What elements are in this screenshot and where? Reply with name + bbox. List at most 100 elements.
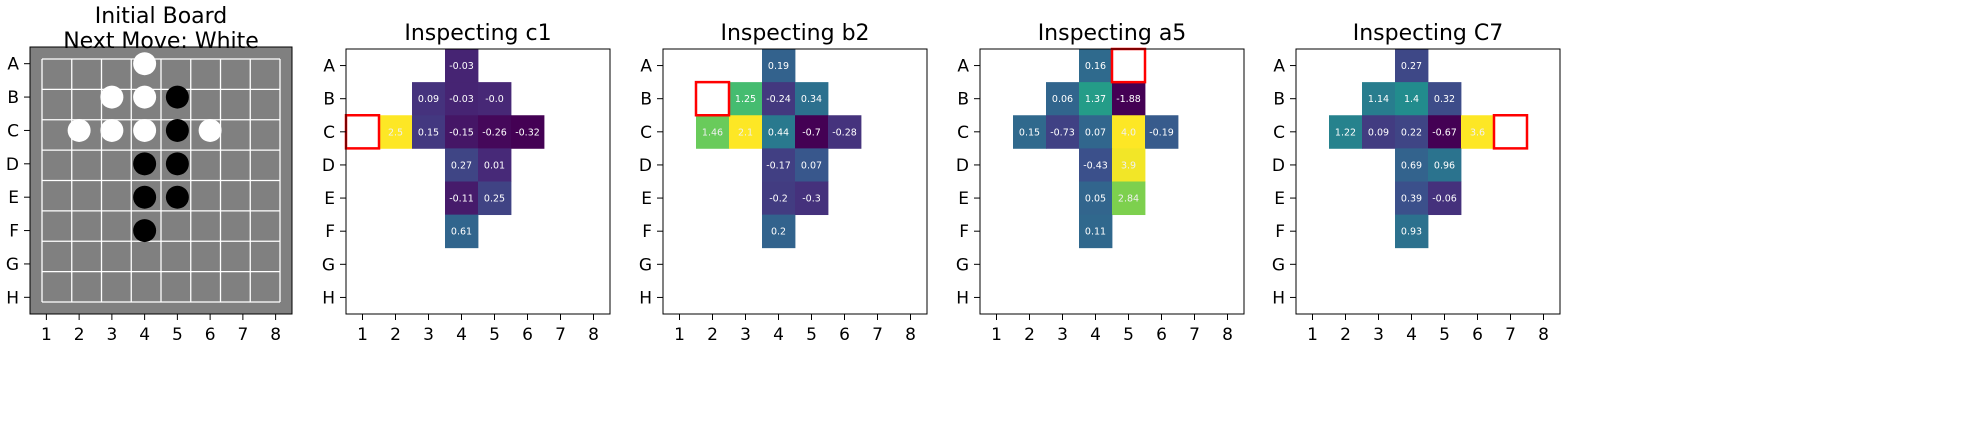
cell-value-label: 0.27 — [1401, 61, 1422, 72]
panel-frame — [662, 48, 928, 315]
cell-value-label: 0.05 — [1085, 194, 1106, 205]
x-tick-label: 1 — [357, 325, 368, 345]
heatmap-cell — [445, 181, 479, 216]
cell-value-label: 0.44 — [768, 127, 789, 138]
heatmap-cell — [412, 82, 446, 116]
heatmap-cell — [1395, 115, 1429, 149]
heatmap-cell — [1013, 115, 1047, 149]
cell-value-label: 0.15 — [1019, 127, 1040, 138]
black-piece — [165, 85, 189, 109]
cell-value-label: -0.11 — [449, 194, 474, 205]
y-tick-label: B — [957, 90, 969, 110]
y-tick-label: A — [1273, 57, 1285, 77]
cell-value-label: 0.07 — [801, 160, 822, 171]
heatmap-cell — [795, 82, 829, 116]
heatmap-cell — [445, 115, 479, 149]
cell-value-label: -0.67 — [1432, 127, 1457, 138]
y-tick-label: B — [1273, 90, 1285, 110]
heatmap-cell — [478, 82, 512, 116]
y-tick-label: B — [323, 90, 335, 110]
heatmap-cell — [828, 115, 862, 149]
cell-value-label: -0.28 — [832, 127, 857, 138]
heatmap-cell — [1395, 214, 1429, 249]
x-tick-label: 7 — [872, 325, 883, 345]
cell-value-label: -0.03 — [449, 61, 474, 72]
panel-5: 0.27 1.14 1.4 0.32 1.22 0.09 0.22 -0.67 3.6 0.69 0… — [1272, 21, 1561, 345]
cell-value-label: -0.17 — [766, 160, 791, 171]
black-piece — [133, 219, 157, 243]
cell-value-label: 2.1 — [738, 127, 753, 138]
heatmap-cell — [1079, 115, 1113, 149]
cell-value-label: -0.06 — [1432, 194, 1457, 205]
heatmap-cell — [1428, 82, 1462, 116]
y-tick-label: D — [639, 156, 652, 176]
cell-value-label: 0.19 — [768, 61, 789, 72]
heatmap-cell — [1395, 82, 1429, 116]
x-tick-label: 4 — [773, 325, 784, 345]
cell-value-label: 0.25 — [484, 194, 505, 205]
cell-value-label: 2.84 — [1118, 194, 1139, 205]
x-tick-label: 2 — [390, 325, 401, 345]
cell-value-label: 0.22 — [1401, 127, 1422, 138]
panel-title: Inspecting b2 — [720, 21, 869, 46]
panel-title: Inspecting c1 — [404, 21, 551, 46]
x-tick-label: 7 — [237, 325, 248, 345]
heatmap-cell — [762, 82, 796, 116]
cell-value-label: 0.15 — [418, 127, 439, 138]
panel-frame — [345, 48, 611, 315]
cell-value-label: 0.32 — [1434, 94, 1455, 105]
y-tick-label: H — [956, 288, 969, 308]
inspected-square-marker — [1110, 47, 1147, 84]
heatmap-cell — [1112, 115, 1146, 149]
x-tick-label: 3 — [1373, 325, 1384, 345]
heatmap-cell — [1079, 214, 1113, 249]
heatmap-cell — [1461, 115, 1495, 149]
y-tick-label: D — [1272, 156, 1285, 176]
cell-value-label: 0.2 — [771, 227, 786, 238]
heatmap-cell — [762, 214, 796, 249]
cell-value-label: 0.01 — [484, 160, 505, 171]
cell-value-label: 1.37 — [1085, 94, 1106, 105]
inspected-square-marker — [344, 114, 381, 150]
heatmap-cell — [445, 214, 479, 249]
cell-value-label: -0.7 — [802, 127, 821, 138]
heatmap-cell — [1046, 82, 1080, 116]
x-tick-label: 3 — [740, 325, 751, 345]
heatmap-cell — [511, 115, 545, 149]
y-tick-label: F — [959, 222, 969, 242]
y-tick-label: G — [956, 255, 969, 275]
cell-value-label: -0.73 — [1050, 127, 1075, 138]
y-tick-label: H — [6, 288, 19, 308]
panel-frame — [29, 46, 293, 315]
y-tick-label: A — [7, 55, 19, 75]
x-tick-label: 5 — [172, 325, 183, 345]
y-tick-label: F — [1275, 222, 1285, 242]
x-tick-label: 2 — [1340, 325, 1351, 345]
cell-value-label: 4.0 — [1121, 127, 1136, 138]
x-tick-label: 8 — [588, 325, 599, 345]
white-piece — [100, 85, 124, 109]
y-tick-label: D — [6, 155, 19, 175]
y-tick-label: F — [642, 222, 652, 242]
heatmap-cell — [1395, 181, 1429, 216]
heatmap-cell — [1046, 115, 1080, 149]
white-piece — [133, 85, 157, 109]
cell-value-label: 0.96 — [1434, 160, 1455, 171]
cell-value-label: 1.22 — [1335, 127, 1356, 138]
heatmap-cell — [1362, 115, 1396, 149]
cell-value-label: 0.06 — [1052, 94, 1073, 105]
x-tick-label: 3 — [423, 325, 434, 345]
x-tick-label: 7 — [555, 325, 566, 345]
y-tick-label: G — [6, 255, 19, 275]
cell-value-label: -0.15 — [449, 127, 474, 138]
cell-value-label: -1.88 — [1116, 94, 1141, 105]
heatmap-cell — [729, 115, 763, 149]
black-piece — [165, 185, 189, 209]
cell-value-label: 0.07 — [1085, 127, 1106, 138]
x-tick-label: 8 — [905, 325, 916, 345]
y-tick-label: G — [322, 255, 335, 275]
y-tick-label: C — [640, 123, 652, 143]
panel-2: -0.03 0.09 -0.03 -0.0 2.5 0.15 -0.15 -0.26 -0.32… — [322, 21, 611, 345]
x-tick-label: 6 — [1156, 325, 1167, 345]
